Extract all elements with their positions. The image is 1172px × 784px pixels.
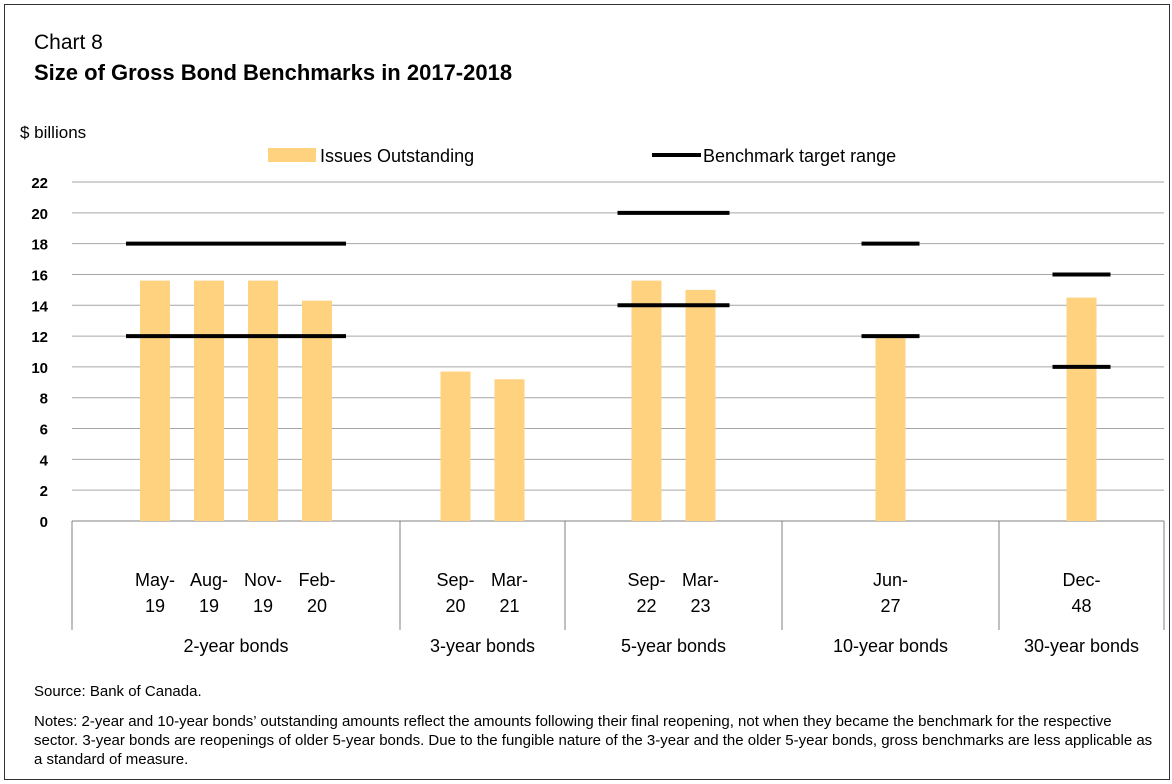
legend-label-issues: Issues Outstanding	[320, 146, 474, 166]
chart-number-label: Chart 8	[34, 31, 103, 54]
x-tick-label: Jun-	[873, 570, 908, 590]
x-tick-label: 22	[636, 596, 656, 616]
bar	[494, 379, 525, 521]
x-tick-label: 27	[880, 596, 900, 616]
x-tick-label: 23	[690, 596, 710, 616]
x-tick-label: 19	[199, 596, 219, 616]
y-axis-label: $ billions	[20, 123, 86, 142]
x-tick-label: Nov-	[244, 570, 282, 590]
bar	[1066, 297, 1097, 521]
x-tick-label: Mar-	[491, 570, 528, 590]
x-tick-label: Mar-	[682, 570, 719, 590]
x-tick-label: Sep-	[436, 570, 474, 590]
x-tick-label: Sep-	[627, 570, 665, 590]
x-tick-label: 19	[253, 596, 273, 616]
group-label: 30-year bonds	[1024, 636, 1139, 656]
x-tick-label: Feb-	[298, 570, 335, 590]
y-tick-label: 20	[31, 206, 48, 223]
y-tick-label: 14	[31, 298, 48, 315]
y-tick-label: 10	[31, 360, 48, 377]
notes-text: Notes: 2-year and 10-year bonds’ outstan…	[34, 713, 1153, 768]
chart-title: Size of Gross Bond Benchmarks in 2017-20…	[34, 60, 513, 85]
x-tick-label: Dec-	[1062, 570, 1100, 590]
source-note: Source: Bank of Canada.	[34, 683, 202, 700]
y-tick-label: 16	[31, 267, 48, 284]
bar	[140, 280, 170, 521]
legend-label-target: Benchmark target range	[703, 146, 896, 166]
x-tick-label: Aug-	[190, 570, 228, 590]
group-label: 5-year bonds	[621, 636, 726, 656]
x-tick-label: 20	[307, 596, 327, 616]
y-tick-label: 4	[40, 452, 49, 469]
bar	[194, 280, 224, 521]
y-tick-label: 8	[40, 391, 48, 408]
x-tick-label: May-	[135, 570, 175, 590]
bar	[248, 280, 278, 521]
y-tick-label: 2	[40, 483, 48, 500]
y-tick-label: 6	[40, 422, 48, 439]
bar	[875, 336, 906, 521]
x-tick-label: 48	[1071, 596, 1091, 616]
bar	[685, 289, 716, 521]
y-tick-label: 0	[40, 514, 48, 531]
bar	[631, 280, 662, 521]
y-tick-label: 18	[31, 237, 48, 254]
group-label: 3-year bonds	[430, 636, 535, 656]
group-label: 10-year bonds	[833, 636, 948, 656]
x-tick-label: 21	[499, 596, 519, 616]
legend-swatch-issues	[268, 148, 316, 162]
y-tick-label: 22	[31, 175, 48, 192]
y-tick-label: 12	[31, 329, 48, 346]
x-tick-label: 20	[445, 596, 465, 616]
bar	[302, 300, 332, 521]
group-label: 2-year bonds	[183, 636, 288, 656]
bar	[440, 371, 471, 521]
x-tick-label: 19	[145, 596, 165, 616]
